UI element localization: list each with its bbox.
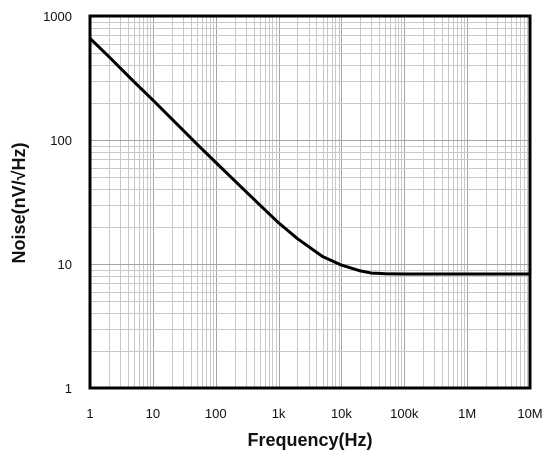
grid-layer (90, 16, 530, 389)
y-tick-labels: 1 10 100 1000 (43, 9, 72, 396)
y-tick-label: 1 (65, 381, 72, 396)
x-tick-label: 10M (517, 406, 542, 421)
x-tick-label: 10k (331, 406, 352, 421)
x-tick-labels: 1 10 100 1k 10k 100k 1M 10M (86, 406, 542, 421)
x-axis-title: Frequency(Hz) (247, 430, 372, 450)
x-tick-label: 1M (458, 406, 476, 421)
noise-series-line (88, 36, 532, 276)
x-tick-label: 100 (205, 406, 227, 421)
x-tick-label: 1 (86, 406, 93, 421)
plot-frame (88, 14, 532, 390)
x-tick-label: 10 (146, 406, 160, 421)
y-tick-label: 10 (58, 257, 72, 272)
x-tick-label: 1k (272, 406, 286, 421)
y-axis-title: Noise(nV/√Hz) (9, 143, 29, 264)
y-tick-label: 1000 (43, 9, 72, 24)
y-tick-label: 100 (50, 133, 72, 148)
x-tick-label: 100k (390, 406, 419, 421)
series-layer (88, 36, 532, 276)
